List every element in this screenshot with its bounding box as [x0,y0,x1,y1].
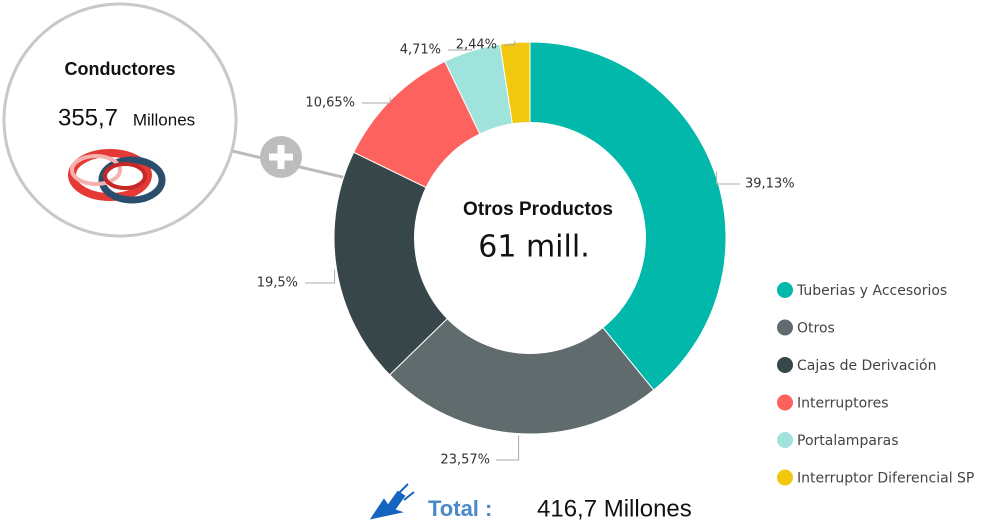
plus-icon [269,145,293,169]
total-value: 416,7 Millones [537,495,692,522]
total-label: Total : [428,496,492,521]
legend-label: Cajas de Derivación [797,358,936,374]
leader-line [448,48,472,51]
legend-marker [777,319,793,336]
callout-title: Conductores [64,59,175,79]
legend-marker [777,282,793,298]
legend-marker [777,357,793,373]
data-label: 2,44% [456,38,497,53]
cable-icon [68,149,166,204]
callout-circle [2,2,238,238]
legend-marker [777,469,793,486]
legend-label: Interruptores [797,396,889,412]
leader-line [305,269,336,284]
center-value: 61 mill. [478,230,589,265]
callout-unit: Millones [133,110,195,129]
leader-line [504,40,516,46]
legend-label: Tuberias y Accesorios [796,283,947,299]
data-label: 23,57% [440,453,490,468]
callout-value: 355,7 [58,104,118,131]
donut-hole [414,122,646,354]
center-title: Otros Productos [463,199,613,220]
leader-line [496,435,520,461]
data-label: 4,71% [400,43,441,58]
legend-marker [777,432,793,448]
data-label: 19,5% [257,276,298,291]
legend-label: Portalamparas [797,433,899,449]
data-label: 39,13% [745,177,795,192]
legend-label: Interruptor Diferencial SP [797,471,974,487]
plug-icon [369,483,415,520]
leader-line [716,171,740,185]
leader-line [362,97,391,104]
legend-label: Otros [797,321,835,337]
data-label: 10,65% [305,96,355,111]
legend-marker [777,394,793,411]
